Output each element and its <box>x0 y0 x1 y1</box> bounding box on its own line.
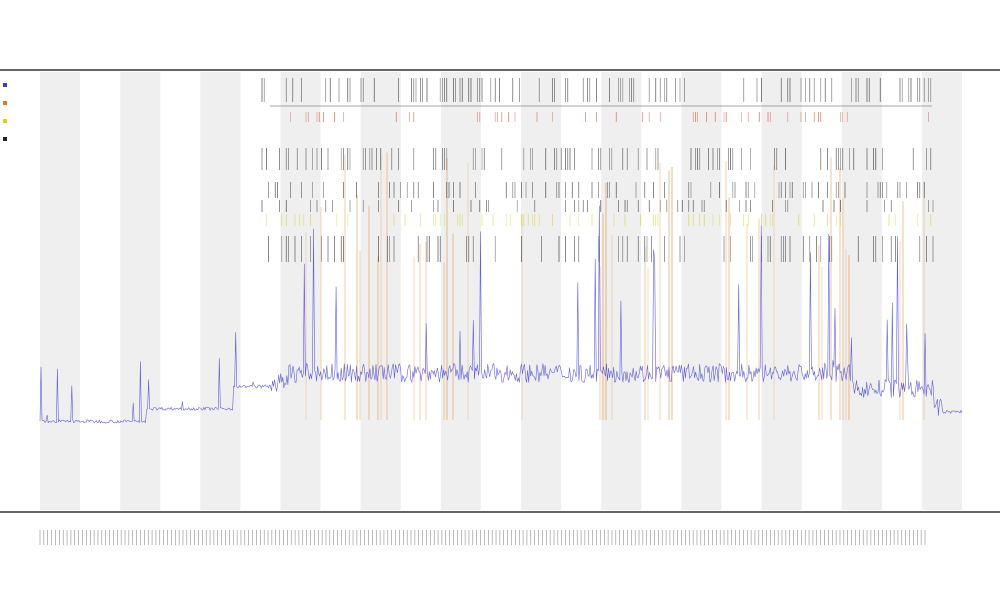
background-bands <box>40 72 962 510</box>
series-line <box>39 205 963 424</box>
band <box>440 72 481 510</box>
legend-item <box>3 98 15 116</box>
legend-item <box>3 116 15 134</box>
band <box>40 72 81 510</box>
band <box>360 72 401 510</box>
band <box>921 72 962 510</box>
legend-item <box>3 80 15 98</box>
event-tick-layer <box>261 78 934 262</box>
band <box>601 72 642 510</box>
band <box>280 72 321 510</box>
legend-swatch <box>3 119 7 123</box>
x-tick-labels <box>39 530 926 545</box>
legend-swatch <box>3 137 7 141</box>
band <box>200 72 241 510</box>
axes-layer <box>0 69 1000 513</box>
legend <box>3 80 15 152</box>
legend-swatch <box>3 101 7 105</box>
band <box>681 72 722 510</box>
legend-item <box>3 134 15 152</box>
legend-swatch <box>3 83 7 87</box>
band <box>761 72 802 510</box>
orange-spike-layer <box>305 152 925 420</box>
signal-line-layer <box>39 205 963 424</box>
band <box>120 72 161 510</box>
band <box>841 72 882 510</box>
band <box>521 72 562 510</box>
